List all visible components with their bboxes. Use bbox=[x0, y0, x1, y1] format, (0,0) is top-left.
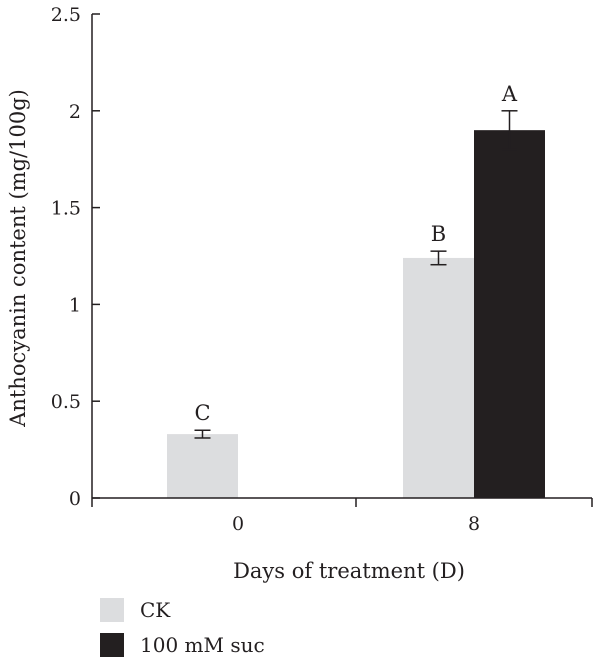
y-axis-title: Anthocyanin content (mg/100g) bbox=[6, 89, 30, 428]
significance-label: A bbox=[501, 82, 518, 106]
significance-label: C bbox=[194, 401, 210, 425]
x-axis-title: Days of treatment (D) bbox=[233, 559, 465, 583]
y-tick-label: 2.5 bbox=[51, 4, 81, 26]
legend-label-suc: 100 mM suc bbox=[140, 633, 265, 657]
y-tick-label: 0.5 bbox=[51, 391, 81, 413]
x-tick-label: 0 bbox=[232, 513, 244, 535]
axes: 0 0.5 1 1.5 2 2.5 0 8 bbox=[51, 4, 593, 535]
y-tick-label: 0 bbox=[69, 488, 81, 510]
y-tick-label: 1 bbox=[69, 294, 81, 316]
bar-100-mm-suc-8 bbox=[474, 130, 545, 498]
legend: CK 100 mM suc bbox=[100, 598, 265, 657]
legend-swatch-suc bbox=[100, 633, 124, 657]
legend-label-ck: CK bbox=[140, 598, 171, 622]
plot-area: C B A bbox=[167, 82, 545, 498]
y-tick-label: 2 bbox=[69, 101, 81, 123]
x-tick-label: 8 bbox=[468, 513, 480, 535]
bar-ck-0 bbox=[167, 434, 238, 498]
legend-swatch-ck bbox=[100, 598, 124, 622]
y-tick-label: 1.5 bbox=[51, 198, 81, 220]
bar-ck-8 bbox=[403, 257, 474, 498]
significance-label: B bbox=[431, 222, 446, 246]
